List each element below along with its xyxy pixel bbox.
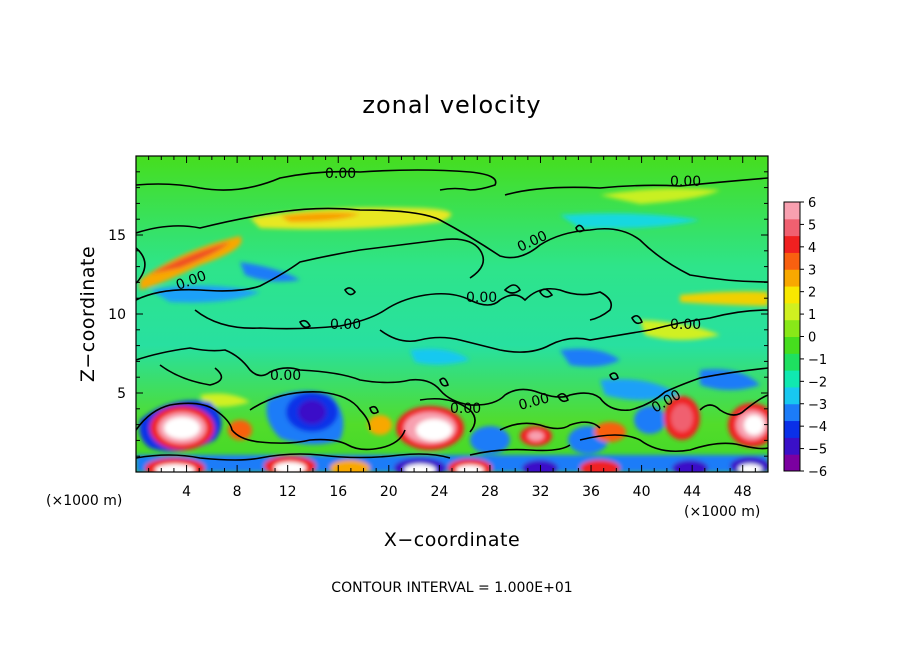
colorbar-swatch [784,336,800,354]
colorbar-tick-label: 1 [808,308,816,323]
colorbar-tick-label: 0 [808,331,816,346]
x-tick-label: 12 [279,484,297,500]
x-tick-label: 36 [582,484,600,500]
contour-label: 0.00 [325,166,356,182]
colorbar-tick-label: 2 [808,286,816,301]
colorbar-tick-label: −2 [808,375,827,390]
contour-label: 0.00 [270,368,301,384]
colorbar-swatch [784,370,800,388]
chart-title: zonal velocity [362,91,541,119]
x-tick-label: 4 [182,484,191,500]
colorbar-swatch [784,420,800,438]
colorbar-swatch [784,235,800,253]
heatmap-field [136,156,768,472]
contour-label: 0.00 [466,290,497,306]
colorbar-swatch [784,252,800,270]
colorbar-tick-label: 3 [808,263,816,278]
x-axis: 4 8 12 16 20 24 28 32 36 40 44 48 [148,156,756,500]
y-tick-label: 15 [108,228,126,244]
x-tick-label: 20 [380,484,398,500]
x-axis-title: X−coordinate [384,529,520,551]
colorbar-swatch [784,454,800,472]
contour-label: 0.00 [330,317,361,333]
y-axis: 5 10 15 [108,171,768,457]
contour-interval-note: CONTOUR INTERVAL = 1.000E+01 [331,580,572,596]
colorbar-swatch [784,218,800,237]
contour-label: 0.00 [670,317,701,333]
contour-label: 0.00 [670,174,701,190]
colorbar-swatch [784,302,800,321]
colorbar-swatch [784,437,800,455]
colorbar: 6 5 4 3 2 1 0 −1 −2 −3 −4 −5 −6 [783,196,827,480]
x-unit-left: (×1000 m) [46,493,122,509]
colorbar-tick-label: 5 [808,218,816,233]
colorbar-tick-label: −1 [808,353,827,368]
colorbar-swatch [784,403,800,422]
contour-label: 0.00 [517,390,551,414]
colorbar-swatch [784,353,800,371]
x-tick-label: 8 [233,484,242,500]
x-tick-label: 44 [683,484,701,500]
y-axis-title: Z−coordinate [77,246,99,382]
zero-contours [136,169,768,461]
x-tick-label: 16 [329,484,347,500]
colorbar-tick-label: 6 [808,196,816,211]
contour-label: 0.00 [450,401,481,417]
colorbar-tick-label: 4 [808,241,816,256]
x-tick-label: 24 [430,484,448,500]
colorbar-tick-label: −5 [808,443,827,458]
x-unit-right: (×1000 m) [684,504,760,520]
colorbar-tick-label: −3 [808,398,827,413]
y-tick-label: 5 [117,386,126,402]
y-tick-label: 10 [108,307,126,323]
colorbar-swatch [784,386,800,405]
x-tick-label: 48 [734,484,752,500]
colorbar-tick-label: −6 [808,465,827,480]
x-tick-label: 40 [633,484,651,500]
x-tick-label: 28 [481,484,499,500]
colorbar-swatch [784,319,800,337]
x-tick-label: 32 [532,484,550,500]
colorbar-swatch [784,286,800,304]
colorbar-tick-label: −4 [808,420,827,435]
colorbar-swatch [784,269,800,287]
colorbar-swatch [784,202,800,220]
